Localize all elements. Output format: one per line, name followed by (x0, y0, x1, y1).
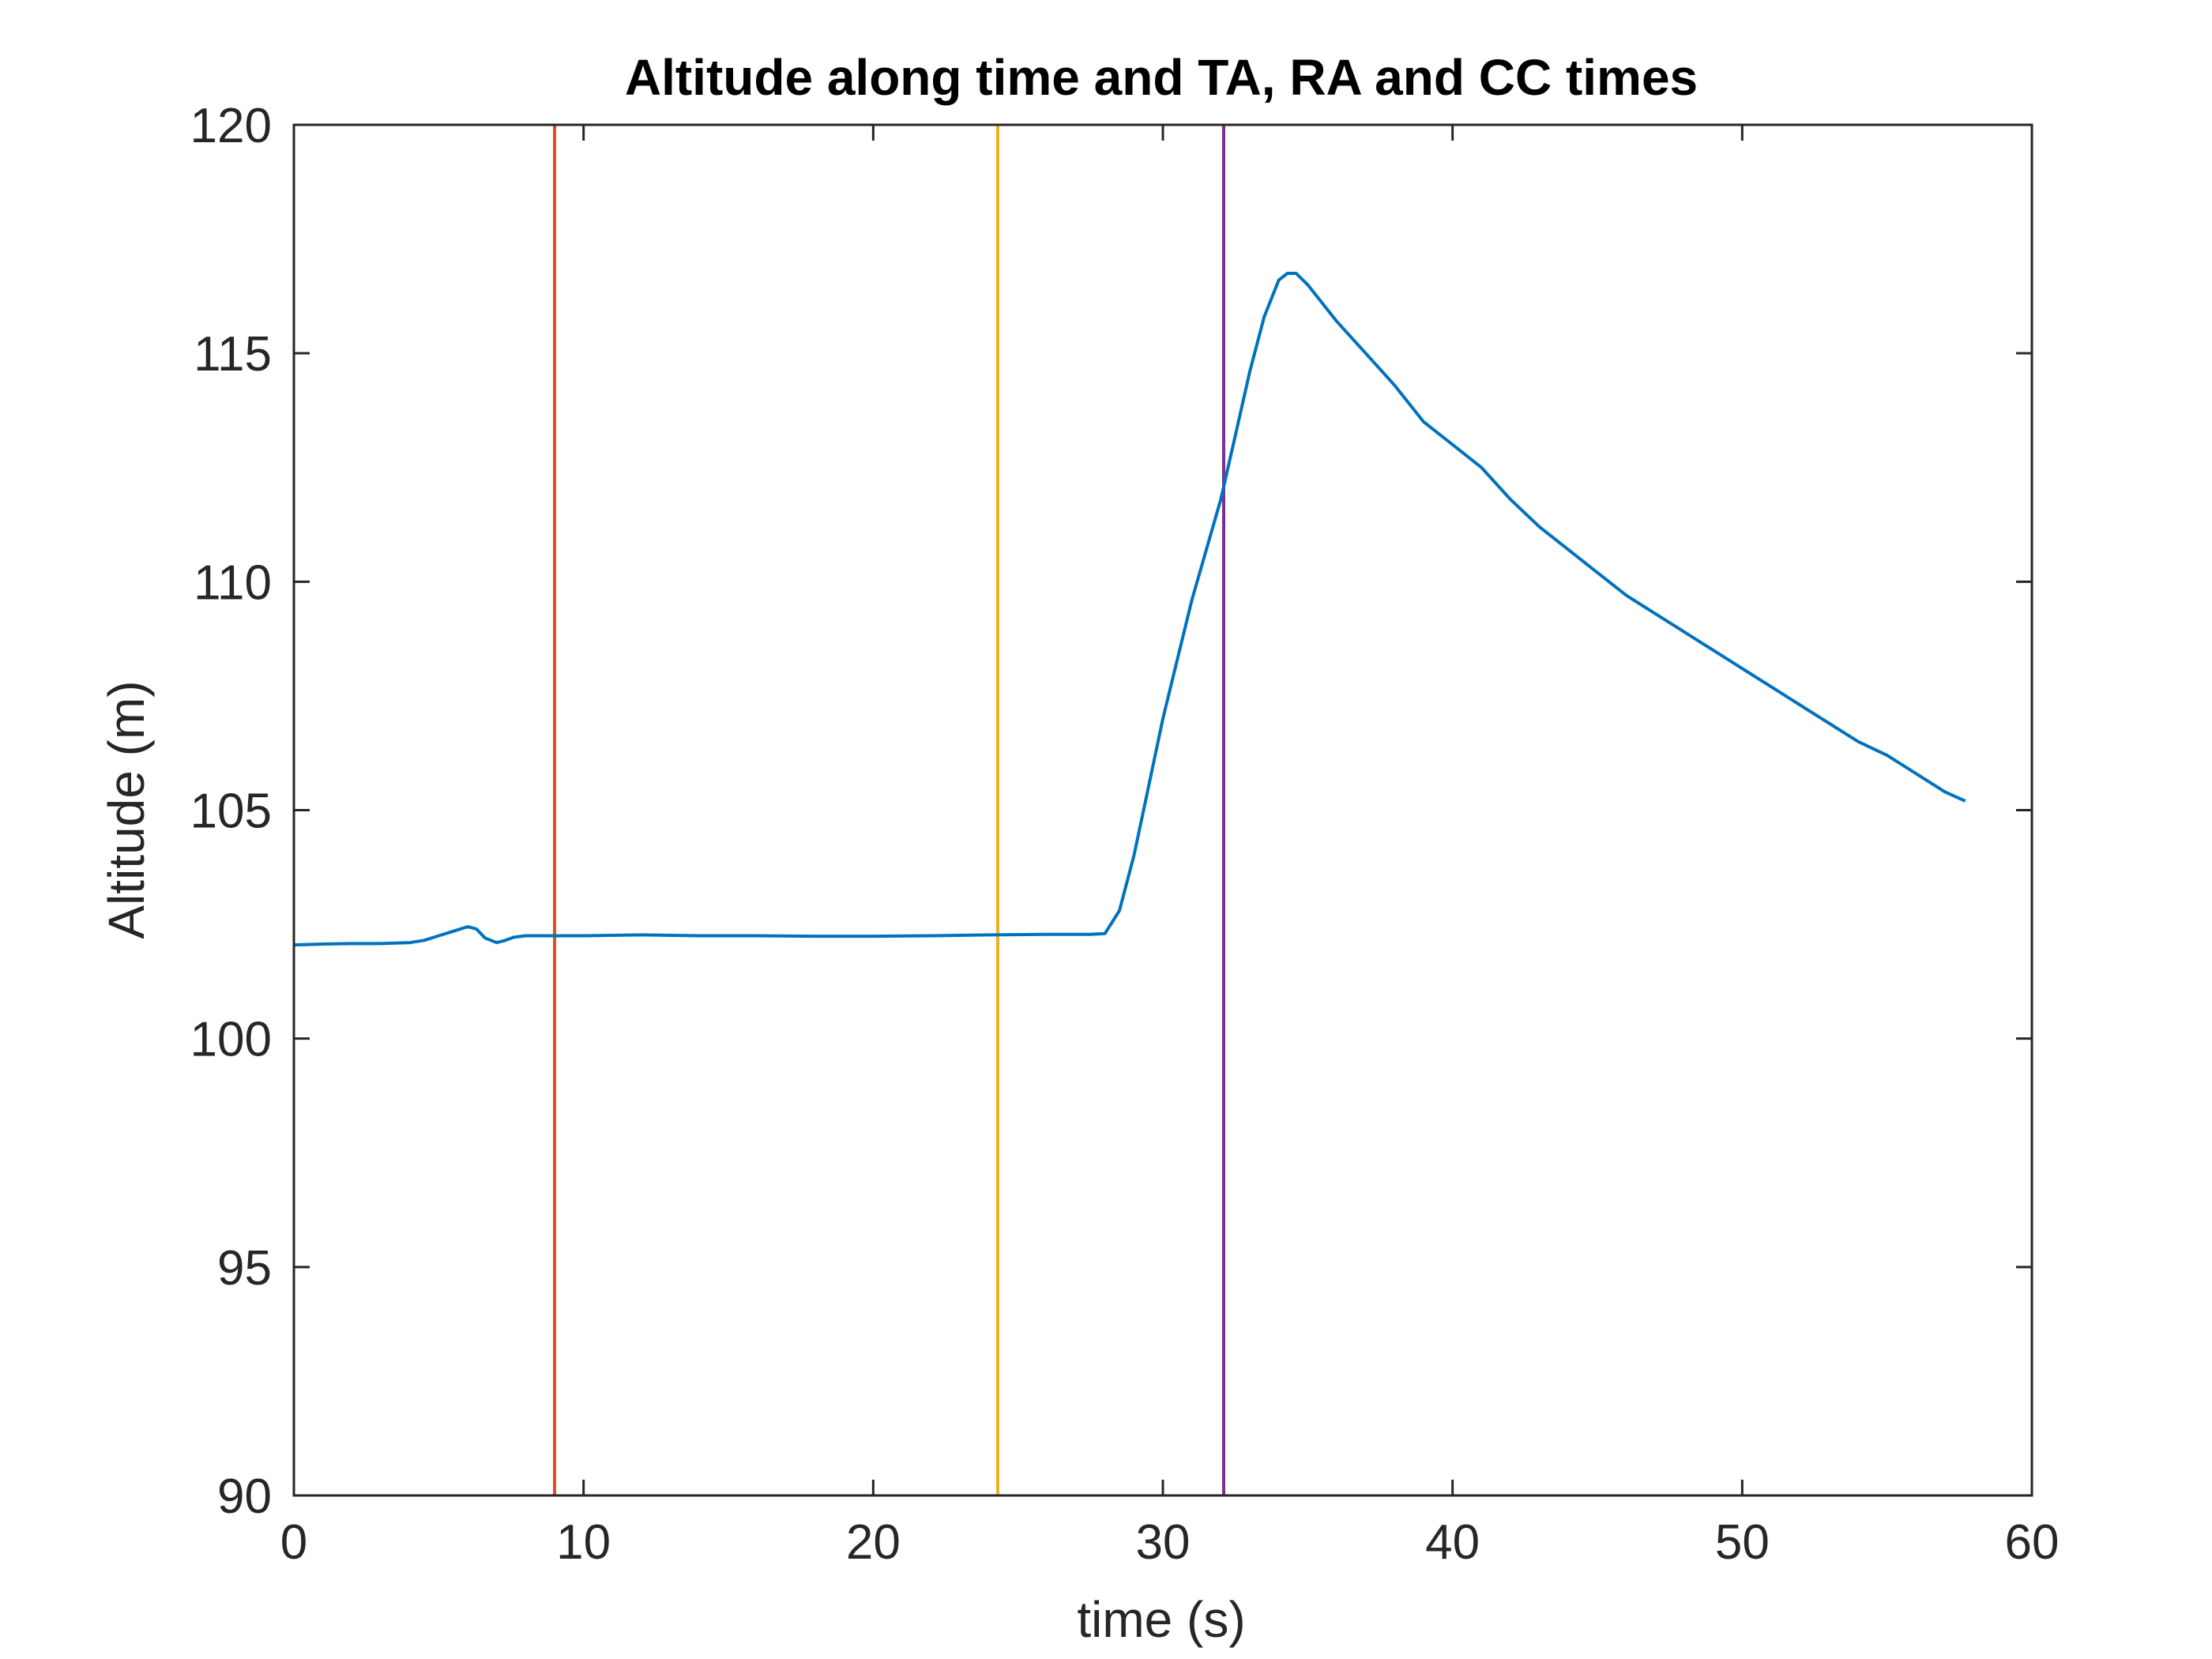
y-tick-label: 90 (217, 1469, 272, 1524)
y-tick-label: 95 (217, 1241, 272, 1296)
x-axis-label: time (s) (1077, 1591, 1245, 1648)
x-tick-label: 20 (846, 1515, 901, 1570)
x-tick-label: 10 (556, 1515, 611, 1570)
y-tick-label: 120 (190, 99, 272, 153)
ticks-layer: 0 10 20 30 40 50 60 90 95 100 105 110 115 120 (190, 99, 2060, 1570)
y-tick-label: 105 (190, 784, 272, 839)
y-tick-label: 115 (194, 327, 272, 382)
x-tick-label: 40 (1425, 1515, 1480, 1570)
x-tick-label: 60 (2005, 1515, 2060, 1570)
series-layer (293, 272, 1966, 947)
x-tick-label: 30 (1136, 1515, 1191, 1570)
x-tick-label: 0 (280, 1515, 307, 1570)
plot-area (294, 125, 2032, 1495)
y-tick-label: 100 (190, 1013, 272, 1067)
y-axis-label: Altitude (m) (98, 680, 155, 939)
y-tick-label: 110 (194, 555, 272, 610)
plot-frame (292, 123, 2033, 1497)
x-tick-label: 50 (1715, 1515, 1770, 1570)
chart-title: Altitude along time and TA, RA and CC ti… (625, 49, 1698, 106)
altitude-series-line (293, 272, 1966, 947)
vertical-lines-layer (553, 125, 1225, 1495)
